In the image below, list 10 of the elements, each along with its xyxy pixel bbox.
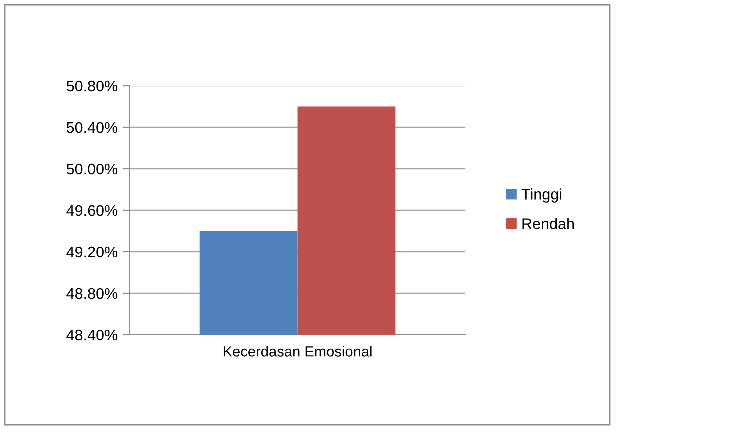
x-tick-label: Kecerdasan Emosional — [224, 346, 372, 357]
y-tick-label: 49.60% — [66, 205, 118, 216]
y-tick-label: 48.80% — [66, 288, 118, 300]
y-tick-label: 49.20% — [66, 246, 118, 258]
y-tick-label: 48.40% — [66, 330, 118, 341]
legend-label: Tinggi — [522, 188, 562, 203]
legend-label: Rendah — [522, 218, 574, 230]
y-tick-label: 50.00% — [66, 164, 118, 175]
y-tick-label: 50.80% — [66, 80, 118, 92]
y-tick-label: 50.40% — [66, 122, 118, 134]
